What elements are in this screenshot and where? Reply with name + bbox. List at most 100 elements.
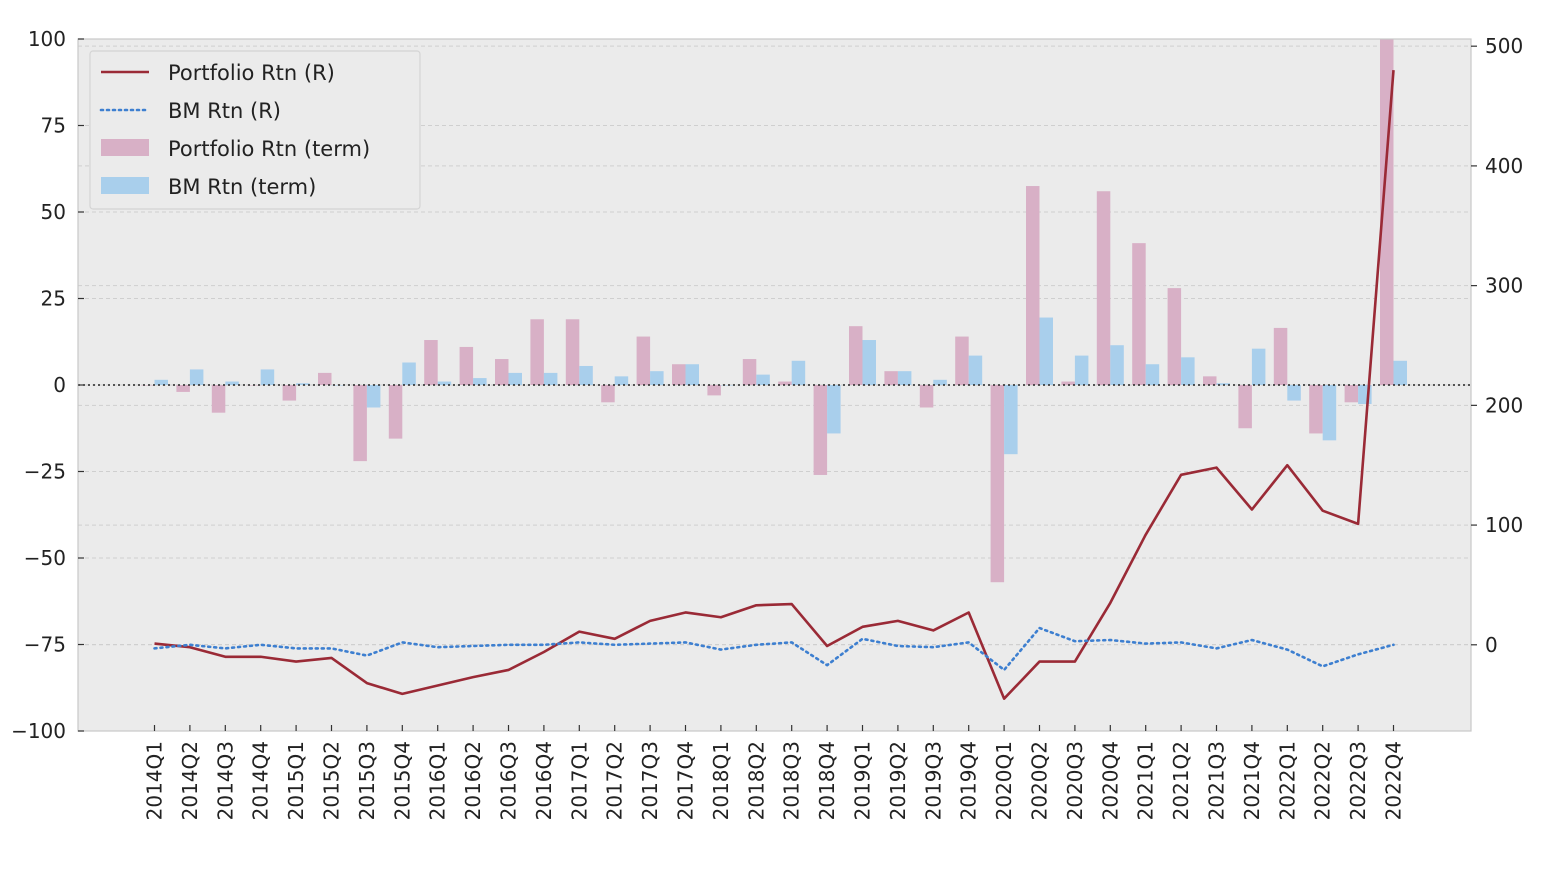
- left-tick-label: 100: [28, 27, 66, 51]
- right-tick-label: 200: [1485, 393, 1523, 417]
- bar-bm-rtn-term-2015Q3: [366, 385, 381, 408]
- bar-bm-rtn-term-2015Q4: [402, 362, 416, 385]
- left-tick-label: −50: [24, 546, 66, 570]
- legend-label: Portfolio Rtn (term): [168, 137, 370, 161]
- x-tick-label: 2022Q3: [1346, 741, 1370, 820]
- bar-bm-rtn-term-2016Q2: [473, 378, 487, 385]
- legend-box: [89, 50, 421, 210]
- bar-bm-rtn-term-2017Q4: [685, 364, 699, 385]
- bar-bm-rtn-term-2018Q4: [827, 385, 841, 434]
- bar-portfolio-rtn-term-2017Q2: [601, 385, 615, 403]
- bar-bm-rtn-term-2018Q2: [756, 374, 770, 385]
- bar-bm-rtn-term-2021Q1: [1145, 364, 1160, 385]
- bar-bm-rtn-term-2019Q4: [968, 355, 983, 385]
- legend-label: BM Rtn (R): [168, 99, 281, 123]
- bar-portfolio-rtn-term-2021Q1: [1132, 243, 1146, 385]
- bar-bm-rtn-term-2016Q1: [437, 381, 452, 385]
- bar-portfolio-rtn-term-2016Q4: [530, 319, 544, 385]
- bar-bm-rtn-term-2022Q1: [1287, 385, 1301, 401]
- bar-portfolio-rtn-term-2014Q3: [211, 385, 226, 413]
- x-tick-label: 2019Q3: [921, 741, 945, 820]
- bar-portfolio-rtn-term-2015Q4: [388, 385, 403, 439]
- x-tick-label: 2018Q3: [780, 741, 804, 820]
- bar-bm-rtn-term-2018Q3: [791, 360, 806, 385]
- bar-bm-rtn-term-2014Q2: [189, 369, 204, 385]
- x-tick-label: 2016Q4: [532, 741, 556, 820]
- bar-portfolio-rtn-term-2018Q1: [707, 385, 721, 396]
- x-tick-label: 2022Q1: [1275, 741, 1299, 820]
- x-tick-label: 2021Q3: [1205, 741, 1229, 820]
- bar-portfolio-rtn-term-2018Q2: [742, 359, 757, 385]
- bar-portfolio-rtn-term-2022Q3: [1344, 385, 1359, 403]
- x-tick-label: 2019Q2: [886, 741, 910, 820]
- left-tick-label: 50: [41, 200, 66, 224]
- x-tick-label: 2018Q4: [815, 741, 839, 820]
- lines: [153, 70, 1395, 700]
- x-tick-label: 2019Q4: [957, 741, 981, 820]
- right-tick-label: 300: [1485, 274, 1523, 298]
- left-tick-label: 25: [41, 287, 66, 311]
- bar-bm-rtn-term-2014Q1: [154, 379, 168, 385]
- left-axis: −100 −75 −50 −25 0 25 50 75 100: [11, 27, 84, 743]
- x-tick-label: 2015Q3: [355, 741, 379, 820]
- x-tick-label: 2020Q2: [1028, 741, 1052, 820]
- x-tick-label: 2016Q3: [497, 741, 521, 820]
- x-tick-label: 2022Q4: [1382, 741, 1406, 820]
- bar-portfolio-rtn-term-2017Q4: [672, 364, 686, 385]
- x-tick-label: 2022Q2: [1311, 741, 1335, 820]
- x-tick-label: 2020Q3: [1063, 741, 1087, 820]
- bar-portfolio-rtn-term-2020Q3: [1061, 381, 1075, 385]
- left-tick-label: −25: [24, 460, 66, 484]
- bar-portfolio-rtn-term-2015Q2: [318, 372, 332, 385]
- right-tick-label: 500: [1485, 34, 1523, 58]
- bar-portfolio-rtn-term-2016Q1: [424, 340, 438, 385]
- bar-portfolio-rtn-term-2020Q4: [1096, 191, 1111, 385]
- left-tick-label: 0: [53, 373, 66, 397]
- x-tick-label: 2019Q1: [851, 741, 875, 820]
- bar-bm-rtn-term-2022Q2: [1322, 385, 1337, 441]
- bar-bm-rtn-term-2020Q2: [1039, 317, 1053, 385]
- bar-bm-rtn-term-2021Q3: [1216, 383, 1230, 385]
- x-tick-label: 2016Q2: [461, 741, 485, 820]
- bar-portfolio-rtn-term-2014Q2: [176, 385, 190, 392]
- x-tick-label: 2017Q3: [638, 741, 662, 820]
- bar-bm-rtn-term-2018Q1: [720, 385, 735, 386]
- bar-portfolio-rtn-term-2019Q1: [849, 326, 863, 385]
- bar-portfolio-rtn-term-2018Q3: [778, 381, 792, 385]
- x-tick-label: 2021Q4: [1240, 741, 1264, 820]
- legend: Portfolio Rtn (R) BM Rtn (R) Portfolio Rtn…: [89, 50, 421, 210]
- bar-bm-rtn-term-2014Q4: [260, 369, 275, 385]
- right-tick-label: 100: [1485, 513, 1523, 537]
- bar-portfolio-rtn-term-2020Q1: [990, 385, 1005, 583]
- x-tick-label: 2018Q1: [709, 741, 733, 820]
- left-tick-label: 75: [41, 114, 66, 138]
- bar-bm-rtn-term-2020Q4: [1110, 345, 1124, 385]
- bar-portfolio-rtn-term-2020Q2: [1026, 186, 1040, 385]
- line-bm-rtn-r: [153, 626, 1395, 672]
- x-tick-label: 2021Q2: [1169, 741, 1193, 820]
- bar-portfolio-rtn-term-2019Q2: [884, 371, 898, 385]
- x-tick-label: 2014Q1: [143, 741, 167, 820]
- bar-portfolio-rtn-term-2022Q1: [1273, 327, 1288, 385]
- bar-bm-rtn-term-2019Q1: [862, 340, 876, 385]
- bar-portfolio-rtn-term-2016Q3: [495, 359, 509, 385]
- bar-bm-rtn-term-2022Q4: [1393, 360, 1407, 385]
- bar-portfolio-rtn-term-2021Q3: [1203, 376, 1217, 385]
- x-tick-label: 2018Q2: [744, 741, 768, 820]
- bar-bm-rtn-term-2021Q4: [1251, 348, 1266, 385]
- bar-bm-rtn-term-2014Q3: [225, 381, 239, 385]
- bar-portfolio-rtn-term-2017Q3: [636, 336, 651, 385]
- bar-bm-rtn-term-2017Q2: [614, 376, 629, 385]
- bar-portfolio-rtn-term-2022Q2: [1309, 385, 1323, 434]
- x-tick-label: 2014Q2: [178, 741, 202, 820]
- bar-portfolio-rtn-term-2021Q4: [1238, 385, 1252, 429]
- x-tick-label: 2017Q2: [603, 741, 627, 820]
- bar-bm-rtn-term-2021Q2: [1181, 357, 1195, 385]
- line-portfolio-rtn-r: [154, 70, 1395, 700]
- bar-portfolio-rtn-term-2017Q1: [565, 319, 580, 385]
- legend-label: Portfolio Rtn (R): [168, 61, 335, 85]
- legend-swatch-bar: [101, 177, 149, 194]
- bars: [141, 39, 1407, 583]
- x-tick-label: 2017Q1: [567, 741, 591, 820]
- bar-portfolio-rtn-term-2014Q1: [141, 385, 155, 386]
